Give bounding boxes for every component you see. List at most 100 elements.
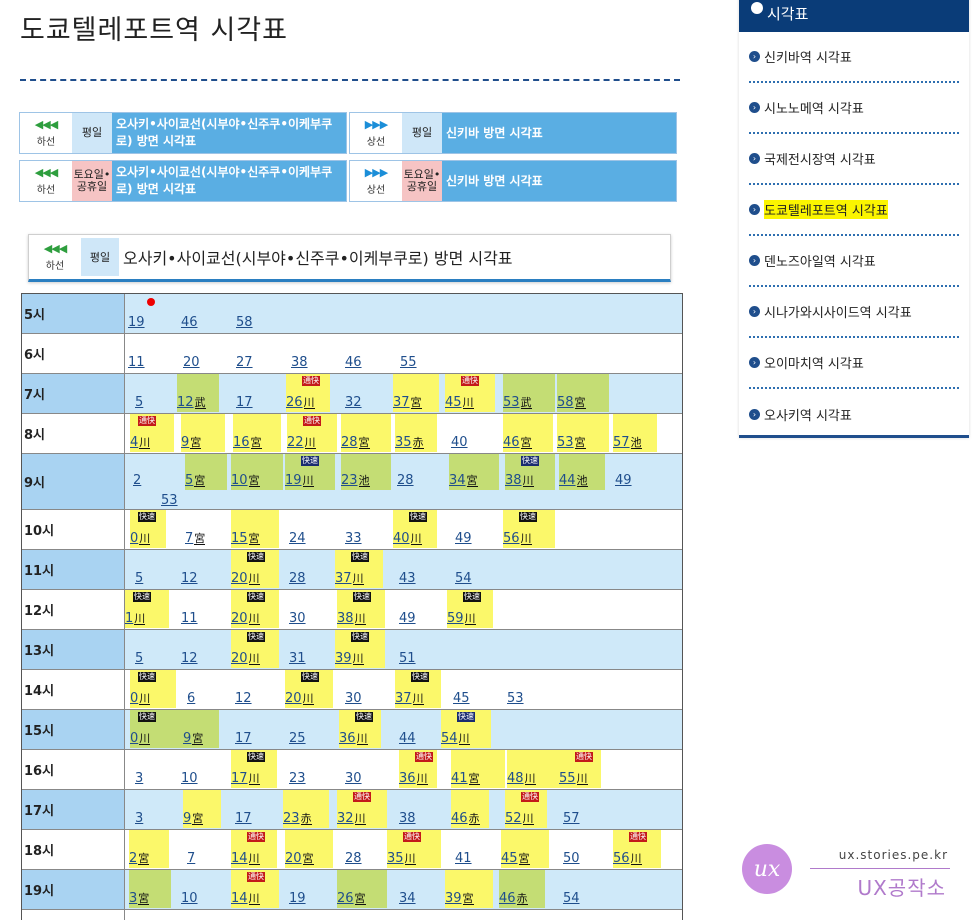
departure-minute-link[interactable]: 49	[399, 611, 416, 626]
departure-minute-link[interactable]: 26	[337, 891, 354, 906]
departure-minute-link[interactable]: 5	[135, 395, 144, 410]
departure-minute-link[interactable]: 25	[289, 731, 306, 746]
departure-minute-link[interactable]: 54	[563, 891, 580, 906]
departure-minute-link[interactable]: 9	[183, 731, 192, 746]
departure-minute-link[interactable]: 9	[181, 435, 190, 450]
sidebar-item-station[interactable]: › 신키바역 시각표	[749, 32, 959, 83]
departure-minute-link[interactable]: 46	[503, 435, 520, 450]
departure-minute-link[interactable]: 20	[183, 355, 200, 370]
departure-minute-link[interactable]: 38	[291, 355, 308, 370]
departure-minute-link[interactable]: 20	[285, 851, 302, 866]
departure-minute-link[interactable]: 4	[130, 435, 139, 450]
departure-minute-link[interactable]: 53	[161, 493, 178, 508]
departure-minute-link[interactable]: 24	[289, 531, 306, 546]
sidebar-item-station[interactable]: › 시노노메역 시각표	[749, 83, 959, 134]
departure-minute-link[interactable]: 39	[335, 651, 352, 666]
departure-minute-link[interactable]: 5	[135, 651, 144, 666]
departure-minute-link[interactable]: 38	[399, 811, 416, 826]
departure-minute-link[interactable]: 37	[395, 691, 412, 706]
departure-minute-link[interactable]: 50	[563, 851, 580, 866]
departure-minute-link[interactable]: 7	[185, 531, 194, 546]
departure-minute-link[interactable]: 55	[400, 355, 417, 370]
departure-minute-link[interactable]: 35	[387, 851, 404, 866]
departure-minute-link[interactable]: 35	[395, 435, 412, 450]
departure-minute-link[interactable]: 46	[451, 811, 468, 826]
departure-minute-link[interactable]: 43	[399, 571, 416, 586]
departure-minute-link[interactable]: 45	[453, 691, 470, 706]
sidebar-item-station[interactable]: › 국제전시장역 시각표	[749, 134, 959, 185]
departure-minute-link[interactable]: 56	[613, 851, 630, 866]
departure-minute-link[interactable]: 5	[185, 473, 194, 488]
departure-minute-link[interactable]: 34	[449, 473, 466, 488]
departure-minute-link[interactable]: 58	[236, 315, 253, 330]
departure-minute-link[interactable]: 2	[133, 473, 142, 488]
departure-minute-link[interactable]: 19	[289, 891, 306, 906]
departure-minute-link[interactable]: 11	[181, 611, 198, 626]
departure-minute-link[interactable]: 49	[615, 473, 632, 488]
departure-minute-link[interactable]: 39	[445, 891, 462, 906]
departure-minute-link[interactable]: 17	[236, 395, 253, 410]
departure-minute-link[interactable]: 20	[231, 611, 248, 626]
departure-minute-link[interactable]: 57	[613, 435, 630, 450]
departure-minute-link[interactable]: 41	[451, 771, 468, 786]
direction-button[interactable]: ▶▶▶ 상선 평일 신키바 방면 시각표	[349, 112, 677, 154]
departure-minute-link[interactable]: 20	[285, 691, 302, 706]
departure-minute-link[interactable]: 44	[559, 473, 576, 488]
departure-minute-link[interactable]: 54	[455, 571, 472, 586]
departure-minute-link[interactable]: 48	[507, 771, 524, 786]
sidebar-item-station[interactable]: › 오사키역 시각표	[749, 389, 959, 440]
departure-minute-link[interactable]: 33	[345, 531, 362, 546]
departure-minute-link[interactable]: 28	[345, 851, 362, 866]
departure-minute-link[interactable]: 12	[181, 571, 198, 586]
departure-minute-link[interactable]: 27	[236, 355, 253, 370]
departure-minute-link[interactable]: 46	[181, 315, 198, 330]
sidebar-item-station[interactable]: › 도쿄텔레포트역 시각표	[749, 185, 959, 236]
departure-minute-link[interactable]: 11	[128, 355, 145, 370]
direction-button[interactable]: ◀◀◀ 하선 토요일•공휴일 오사키•사이쿄선(시부야•신주쿠•이케부쿠로) 방면 시…	[19, 160, 347, 202]
departure-minute-link[interactable]: 10	[181, 771, 198, 786]
departure-minute-link[interactable]: 45	[501, 851, 518, 866]
departure-minute-link[interactable]: 17	[235, 811, 252, 826]
departure-minute-link[interactable]: 20	[231, 651, 248, 666]
departure-minute-link[interactable]: 46	[499, 891, 516, 906]
departure-minute-link[interactable]: 17	[231, 771, 248, 786]
departure-minute-link[interactable]: 52	[505, 811, 522, 826]
departure-minute-link[interactable]: 3	[135, 811, 144, 826]
departure-minute-link[interactable]: 28	[341, 435, 358, 450]
sidebar-item-station[interactable]: › 덴노즈아일역 시각표	[749, 236, 959, 287]
departure-minute-link[interactable]: 23	[341, 473, 358, 488]
departure-minute-link[interactable]: 23	[283, 811, 300, 826]
departure-minute-link[interactable]: 9	[183, 811, 192, 826]
departure-minute-link[interactable]: 0	[130, 691, 139, 706]
departure-minute-link[interactable]: 41	[455, 851, 472, 866]
departure-minute-link[interactable]: 3	[129, 891, 138, 906]
departure-minute-link[interactable]: 28	[397, 473, 414, 488]
departure-minute-link[interactable]: 7	[187, 851, 196, 866]
departure-minute-link[interactable]: 14	[231, 891, 248, 906]
departure-minute-link[interactable]: 19	[128, 315, 145, 330]
sidebar-item-station[interactable]: › 시나가와시사이드역 시각표	[749, 287, 959, 338]
departure-minute-link[interactable]: 20	[231, 571, 248, 586]
departure-minute-link[interactable]: 10	[231, 473, 248, 488]
departure-minute-link[interactable]: 53	[557, 435, 574, 450]
departure-minute-link[interactable]: 10	[181, 891, 198, 906]
departure-minute-link[interactable]: 40	[451, 435, 468, 450]
departure-minute-link[interactable]: 0	[130, 731, 139, 746]
departure-minute-link[interactable]: 28	[289, 571, 306, 586]
departure-minute-link[interactable]: 53	[503, 395, 520, 410]
direction-button[interactable]: ▶▶▶ 상선 토요일•공휴일 신키바 방면 시각표	[349, 160, 677, 202]
departure-minute-link[interactable]: 58	[557, 395, 574, 410]
departure-minute-link[interactable]: 31	[289, 651, 306, 666]
departure-minute-link[interactable]: 54	[441, 731, 458, 746]
direction-button[interactable]: ◀◀◀ 하선 평일 오사키•사이쿄선(시부야•신주쿠•이케부쿠로) 방면 시각표	[19, 112, 347, 154]
departure-minute-link[interactable]: 49	[455, 531, 472, 546]
departure-minute-link[interactable]: 19	[285, 473, 302, 488]
departure-minute-link[interactable]: 14	[231, 851, 248, 866]
departure-minute-link[interactable]: 51	[399, 651, 416, 666]
departure-minute-link[interactable]: 38	[505, 473, 522, 488]
departure-minute-link[interactable]: 17	[235, 731, 252, 746]
departure-minute-link[interactable]: 12	[181, 651, 198, 666]
departure-minute-link[interactable]: 2	[129, 851, 138, 866]
departure-minute-link[interactable]: 23	[289, 771, 306, 786]
departure-minute-link[interactable]: 59	[447, 611, 464, 626]
